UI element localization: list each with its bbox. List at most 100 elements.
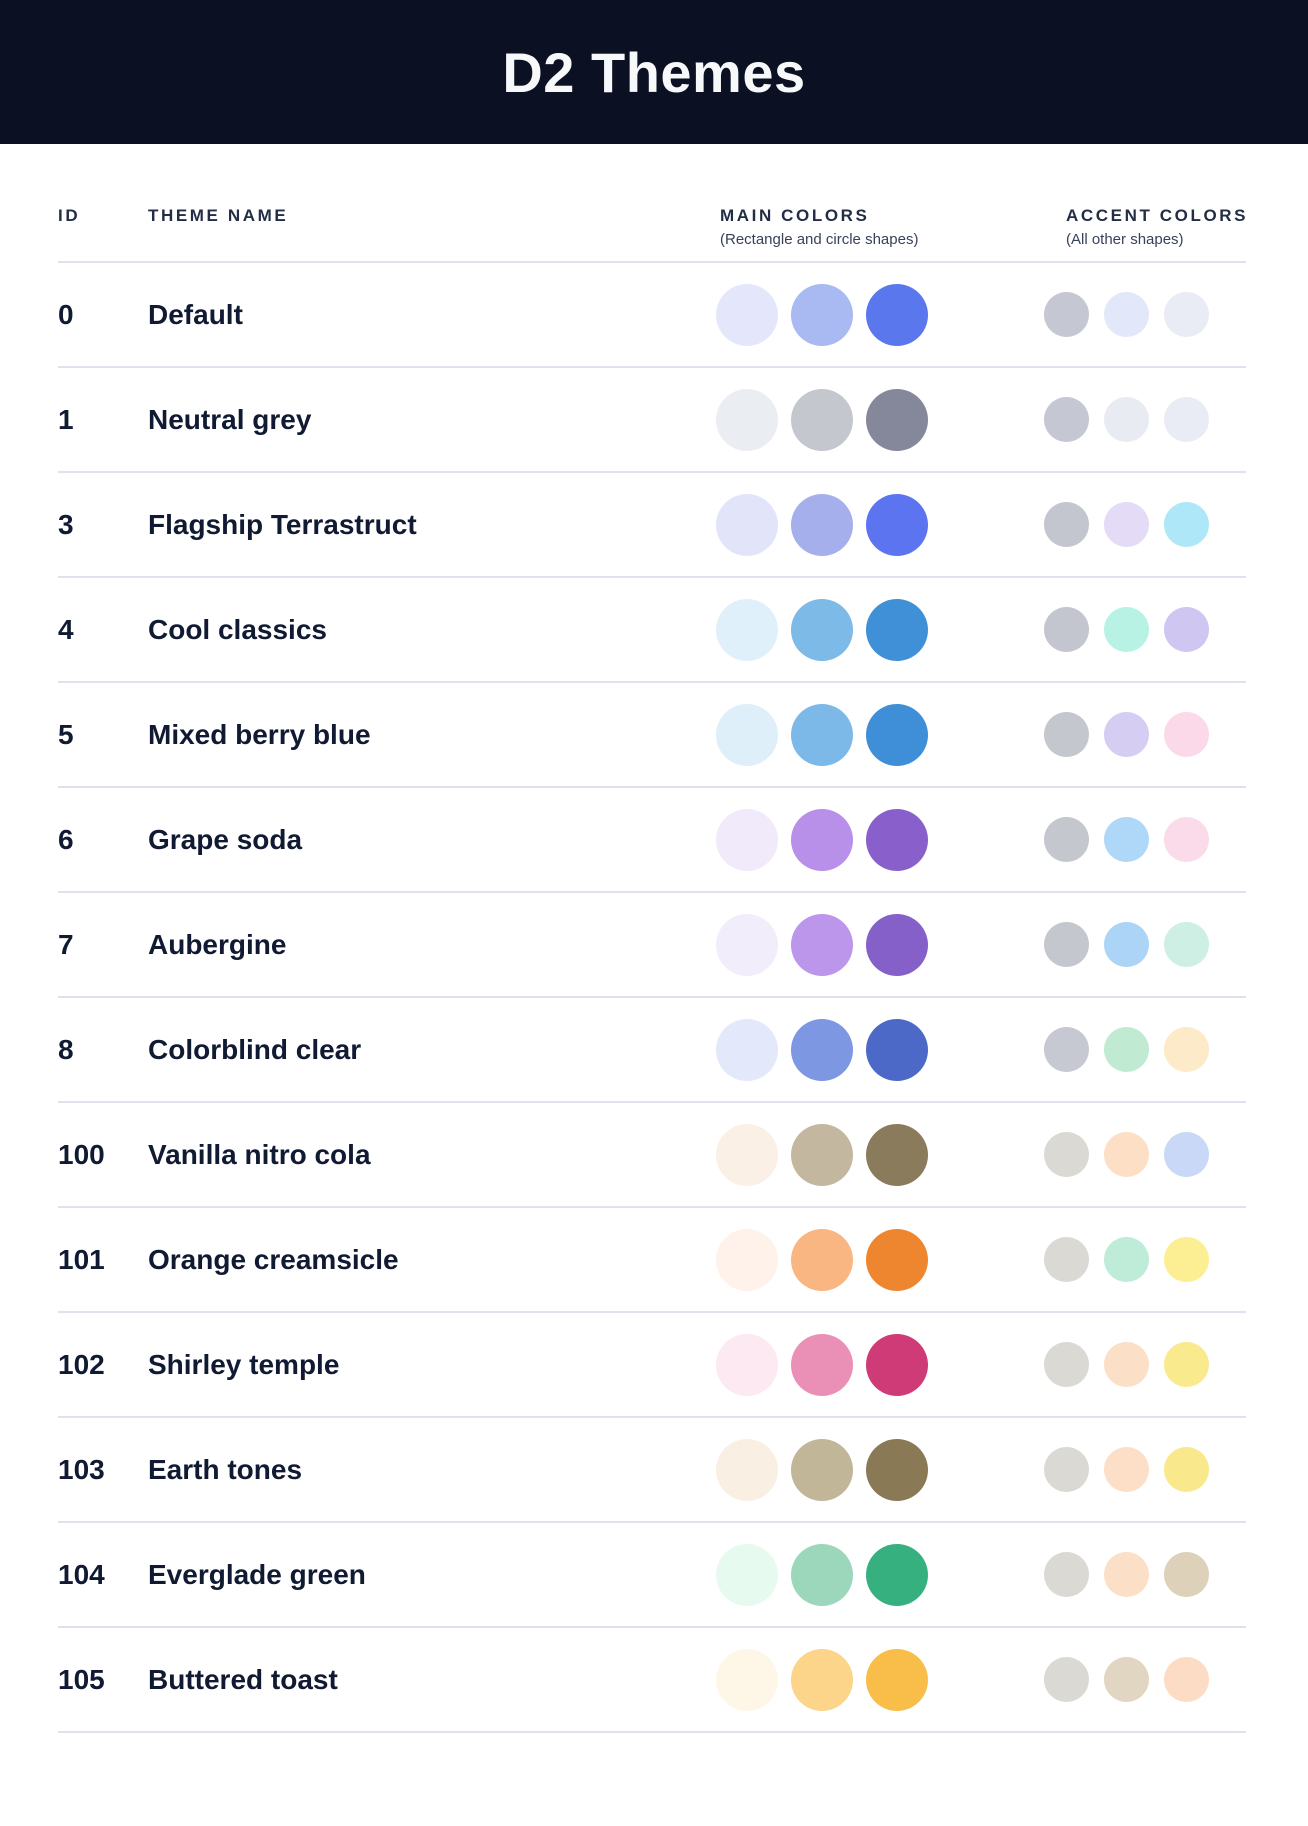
- theme-id: 103: [58, 1453, 105, 1485]
- main-color-swatch: [791, 1123, 853, 1186]
- accent-color-swatch: [1044, 1552, 1089, 1597]
- theme-name: Neutral grey: [148, 403, 312, 435]
- main-color-swatch: [866, 493, 928, 556]
- theme-row: 101 Orange creamsicle: [58, 1208, 1246, 1313]
- accent-color-swatch: [1104, 1132, 1149, 1177]
- main-color-swatches: [716, 808, 928, 871]
- accent-color-swatch: [1044, 1237, 1089, 1282]
- theme-rows: 0 Default 1 Neutral grey 3 Flagship Terrastru…: [58, 263, 1246, 1733]
- theme-id: 101: [58, 1243, 105, 1275]
- main-color-swatch: [791, 913, 853, 976]
- main-color-swatch: [866, 1543, 928, 1606]
- accent-color-swatch: [1044, 1447, 1089, 1492]
- theme-name: Mixed berry blue: [148, 718, 371, 750]
- theme-name: Cool classics: [148, 613, 327, 645]
- theme-id: 6: [58, 823, 74, 855]
- main-color-swatch: [791, 388, 853, 451]
- main-color-swatch: [866, 808, 928, 871]
- main-color-swatch: [791, 1018, 853, 1081]
- theme-name: Colorblind clear: [148, 1033, 362, 1065]
- main-color-swatches: [716, 1333, 928, 1396]
- main-color-swatch: [791, 808, 853, 871]
- theme-row: 102 Shirley temple: [58, 1313, 1246, 1418]
- accent-color-swatch: [1044, 502, 1089, 547]
- accent-color-swatch: [1104, 922, 1149, 967]
- main-color-swatches: [716, 1648, 928, 1711]
- accent-color-swatch: [1044, 292, 1089, 337]
- theme-name: Default: [148, 298, 243, 330]
- column-header-accent-colors: ACCENT COLORS (All other shapes): [1044, 206, 1249, 248]
- accent-color-swatch: [1104, 1447, 1149, 1492]
- main-color-swatch: [791, 1543, 853, 1606]
- accent-color-swatch: [1044, 1027, 1089, 1072]
- main-colors-sublabel: (Rectangle and circle shapes): [720, 231, 919, 248]
- accent-color-swatch: [1104, 817, 1149, 862]
- accent-color-swatch: [1164, 1342, 1209, 1387]
- accent-colors-label: ACCENT COLORS: [1066, 206, 1249, 225]
- main-color-swatch: [866, 598, 928, 661]
- accent-color-swatches: [1044, 502, 1209, 547]
- accent-color-swatches: [1044, 922, 1209, 967]
- column-header-id: ID: [58, 206, 81, 225]
- theme-row: 105 Buttered toast: [58, 1628, 1246, 1733]
- main-color-swatches: [716, 493, 928, 556]
- main-color-swatch: [716, 703, 778, 766]
- theme-row: 104 Everglade green: [58, 1523, 1246, 1628]
- accent-color-swatch: [1164, 1657, 1209, 1702]
- accent-color-swatches: [1044, 817, 1209, 862]
- accent-color-swatch: [1164, 1552, 1209, 1597]
- main-color-swatch: [791, 283, 853, 346]
- table-header-row: ID THEME NAME MAIN COLORS (Rectangle and…: [58, 144, 1246, 263]
- accent-color-swatch: [1044, 607, 1089, 652]
- accent-color-swatch: [1104, 607, 1149, 652]
- page-title: D2 Themes: [502, 40, 806, 104]
- accent-color-swatch: [1044, 1657, 1089, 1702]
- accent-color-swatch: [1104, 502, 1149, 547]
- theme-name: Orange creamsicle: [148, 1243, 399, 1275]
- accent-color-swatches: [1044, 1237, 1209, 1282]
- main-color-swatch: [716, 388, 778, 451]
- accent-color-swatch: [1164, 1132, 1209, 1177]
- main-color-swatch: [866, 1648, 928, 1711]
- accent-color-swatch: [1104, 1342, 1149, 1387]
- accent-color-swatch: [1104, 1657, 1149, 1702]
- accent-color-swatch: [1164, 712, 1209, 757]
- main-color-swatch: [866, 703, 928, 766]
- theme-id: 1: [58, 403, 74, 435]
- main-color-swatch: [866, 1123, 928, 1186]
- main-color-swatch: [791, 493, 853, 556]
- accent-color-swatch: [1044, 1342, 1089, 1387]
- main-color-swatches: [716, 1228, 928, 1291]
- main-color-swatches: [716, 388, 928, 451]
- theme-name: Buttered toast: [148, 1663, 338, 1695]
- main-color-swatch: [716, 1018, 778, 1081]
- theme-row: 1 Neutral grey: [58, 368, 1246, 473]
- main-color-swatch: [791, 1648, 853, 1711]
- main-color-swatch: [866, 1438, 928, 1501]
- theme-row: 3 Flagship Terrastruct: [58, 473, 1246, 578]
- accent-color-swatch: [1164, 922, 1209, 967]
- column-header-main-colors: MAIN COLORS (Rectangle and circle shapes…: [716, 206, 928, 248]
- theme-name: Flagship Terrastruct: [148, 508, 417, 540]
- theme-name: Aubergine: [148, 928, 287, 960]
- main-color-swatches: [716, 1018, 928, 1081]
- accent-color-swatch: [1104, 1552, 1149, 1597]
- accent-colors-sublabel: (All other shapes): [1066, 231, 1184, 248]
- accent-color-swatch: [1104, 292, 1149, 337]
- accent-color-swatch: [1104, 397, 1149, 442]
- main-color-swatch: [866, 388, 928, 451]
- theme-id: 104: [58, 1558, 105, 1590]
- accent-color-swatch: [1044, 922, 1089, 967]
- main-color-swatch: [716, 493, 778, 556]
- main-color-swatch: [716, 283, 778, 346]
- main-color-swatches: [716, 703, 928, 766]
- theme-row: 5 Mixed berry blue: [58, 683, 1246, 788]
- accent-color-swatches: [1044, 712, 1209, 757]
- theme-name: Vanilla nitro cola: [148, 1138, 371, 1170]
- accent-color-swatches: [1044, 1657, 1209, 1702]
- theme-id: 100: [58, 1138, 105, 1170]
- main-color-swatch: [791, 703, 853, 766]
- theme-row: 8 Colorblind clear: [58, 998, 1246, 1103]
- accent-color-swatch: [1044, 817, 1089, 862]
- theme-row: 6 Grape soda: [58, 788, 1246, 893]
